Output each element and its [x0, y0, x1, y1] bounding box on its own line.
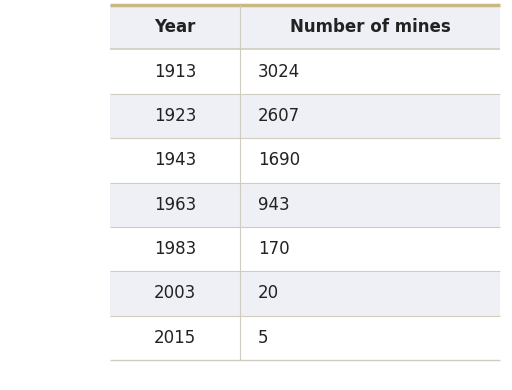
- Text: 1943: 1943: [154, 151, 196, 169]
- Text: 2003: 2003: [154, 284, 196, 302]
- Text: 1913: 1913: [154, 62, 196, 81]
- Text: 1983: 1983: [154, 240, 196, 258]
- Text: 3024: 3024: [258, 62, 300, 81]
- Text: 2607: 2607: [258, 107, 300, 125]
- Text: 1963: 1963: [154, 196, 196, 214]
- Bar: [110, 138, 500, 183]
- Text: 1923: 1923: [154, 107, 196, 125]
- Text: 943: 943: [258, 196, 290, 214]
- Text: 1690: 1690: [258, 151, 300, 169]
- Bar: [110, 50, 500, 94]
- Bar: [110, 316, 500, 360]
- Bar: [110, 94, 500, 138]
- Text: 170: 170: [258, 240, 290, 258]
- Bar: [110, 5, 500, 50]
- Text: 2015: 2015: [154, 329, 196, 347]
- Text: 5: 5: [258, 329, 268, 347]
- Bar: [110, 271, 500, 316]
- Text: 20: 20: [258, 284, 279, 302]
- Text: Number of mines: Number of mines: [290, 18, 451, 36]
- Bar: [110, 227, 500, 271]
- Text: Year: Year: [154, 18, 196, 36]
- Bar: [110, 183, 500, 227]
